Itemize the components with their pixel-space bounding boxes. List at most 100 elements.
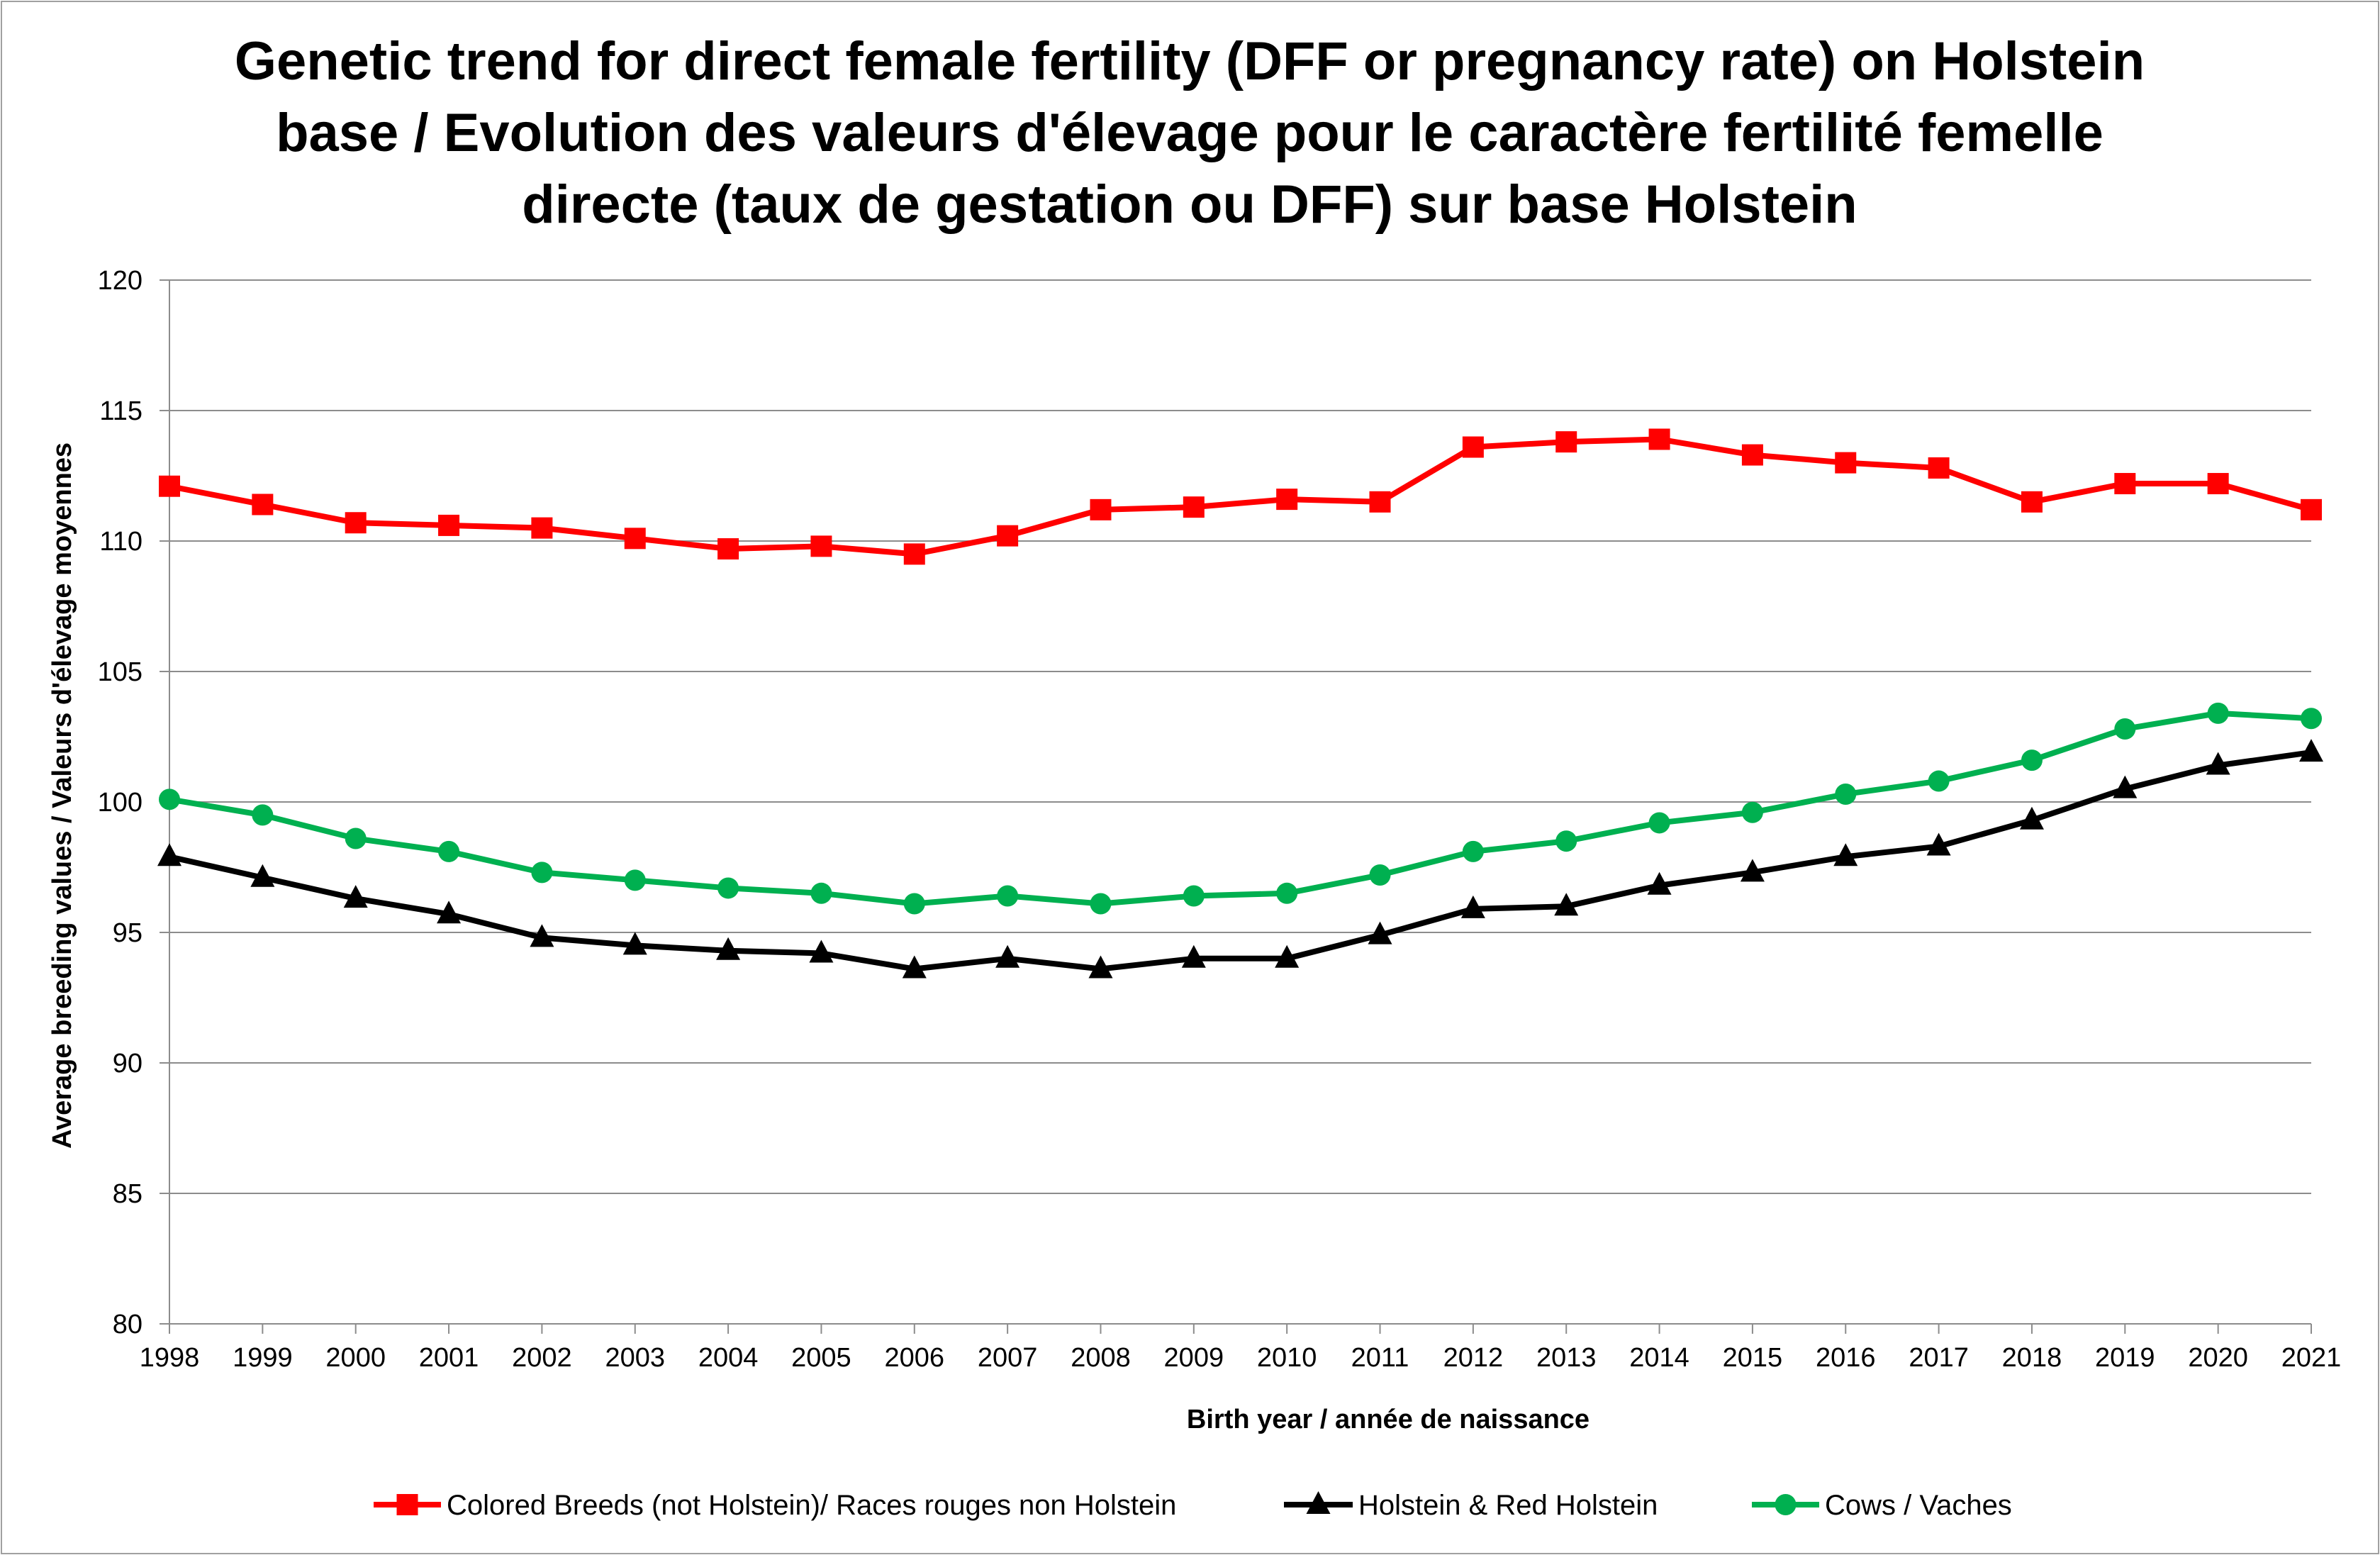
data-point-square <box>810 535 832 557</box>
data-point-circle <box>903 893 925 915</box>
legend: Colored Breeds (not Holstein)/ Races rou… <box>374 1490 2012 1521</box>
data-point-triangle <box>995 944 1020 968</box>
data-point-square <box>531 517 553 539</box>
x-tick-label: 1999 <box>233 1343 293 1373</box>
data-point-square <box>1183 496 1205 518</box>
data-point-square <box>1369 491 1391 513</box>
data-point-circle <box>2021 749 2043 771</box>
data-point-triangle <box>157 843 181 866</box>
data-point-triangle <box>1088 955 1113 979</box>
data-point-square <box>438 514 460 536</box>
x-tick-label: 2018 <box>2002 1343 2062 1373</box>
data-point-square <box>2207 473 2229 495</box>
legend-entry-3: Cows / Vaches <box>1752 1490 2012 1521</box>
x-tick-label: 2012 <box>1443 1343 1504 1373</box>
data-point-triangle <box>343 885 368 908</box>
data-point-triangle <box>250 864 275 887</box>
data-point-circle <box>1276 882 1298 904</box>
x-tick-label: 2016 <box>1816 1343 1876 1373</box>
y-tick-label: 80 <box>113 1310 143 1339</box>
y-tick-label: 120 <box>98 266 143 296</box>
data-point-square <box>903 543 925 565</box>
data-point-triangle <box>2299 739 2323 762</box>
data-point-triangle <box>1647 871 1672 895</box>
series-lines <box>157 428 2323 979</box>
data-point-triangle <box>1181 944 1206 968</box>
legend-entry-2: Holstein & Red Holstein <box>1284 1490 1658 1521</box>
data-point-circle <box>1928 770 1950 792</box>
x-tick-label: 2002 <box>512 1343 572 1373</box>
data-point-circle <box>345 827 367 849</box>
chart-title-line-1: Genetic trend for direct female fertilit… <box>235 31 2145 91</box>
x-tick-label: 2004 <box>698 1343 759 1373</box>
data-point-triangle <box>2019 806 2044 830</box>
data-point-square <box>252 494 274 515</box>
data-point-square <box>717 538 739 560</box>
data-point-circle <box>2301 708 2322 730</box>
data-point-circle <box>1183 885 1205 907</box>
data-point-triangle <box>437 901 462 924</box>
x-tick-label: 2006 <box>885 1343 945 1373</box>
data-point-triangle <box>2206 752 2230 775</box>
data-point-circle <box>531 862 553 884</box>
series-line <box>169 436 2313 557</box>
data-point-circle <box>1462 840 1484 862</box>
data-point-circle <box>438 840 460 862</box>
data-point-square <box>1090 498 1112 520</box>
data-point-square <box>1648 428 1670 450</box>
x-tick-label: 2011 <box>1351 1343 1409 1373</box>
data-point-triangle <box>716 937 741 960</box>
data-point-circle <box>624 869 646 891</box>
data-point-circle <box>2207 702 2229 724</box>
x-tick-label: 2008 <box>1071 1343 1131 1373</box>
x-tick-label: 2005 <box>791 1343 851 1373</box>
data-point-circle <box>1369 864 1391 886</box>
data-point-triangle <box>1460 895 1485 918</box>
y-tick-label: 95 <box>113 918 143 948</box>
data-point-triangle <box>1833 843 1858 866</box>
data-point-circle <box>1555 830 1577 852</box>
x-tick-label: 2001 <box>419 1343 479 1373</box>
data-point-square <box>1555 431 1577 453</box>
x-tick-label: 2007 <box>978 1343 1038 1373</box>
data-point-square <box>1835 452 1857 474</box>
data-point-triangle <box>2113 775 2138 798</box>
series-2 <box>157 739 2323 979</box>
data-point-square <box>1741 444 1763 466</box>
x-axis-title: Birth year / année de naissance <box>1187 1405 1590 1434</box>
x-tick-label: 1998 <box>140 1343 200 1373</box>
data-point-circle <box>997 885 1019 907</box>
data-point-circle <box>1090 893 1112 915</box>
series-1 <box>159 428 2322 565</box>
x-tick-label: 2021 <box>2281 1343 2342 1373</box>
x-tick-label: 2009 <box>1164 1343 1224 1373</box>
gridlines <box>169 279 2311 1194</box>
y-tick-label: 100 <box>98 788 143 818</box>
data-point-circle <box>159 788 180 810</box>
data-point-square <box>1276 489 1298 511</box>
data-point-square <box>624 528 646 550</box>
legend-label: Cows / Vaches <box>1825 1490 2012 1521</box>
data-point-circle <box>810 882 832 904</box>
x-tick-label: 2013 <box>1536 1343 1597 1373</box>
x-tick-label: 2014 <box>1629 1343 1689 1373</box>
series-line <box>169 710 2312 907</box>
x-tick-label: 2003 <box>605 1343 665 1373</box>
data-point-square <box>1928 457 1950 479</box>
data-point-triangle <box>902 955 927 979</box>
data-point-triangle <box>1368 921 1392 944</box>
x-tick-label: 2015 <box>1723 1343 1783 1373</box>
y-tick-label: 105 <box>98 657 143 687</box>
chart-title-line-2: base / Evolution des valeurs d'élevage p… <box>276 103 2104 163</box>
data-point-circle <box>717 877 739 899</box>
data-point-triangle <box>622 932 647 955</box>
y-tick-label: 110 <box>99 527 143 557</box>
legend-marker <box>1306 1491 1331 1514</box>
data-point-square <box>2021 491 2043 513</box>
data-point-triangle <box>1740 859 1765 882</box>
tick-labels: 80 85 90 95 100 105 110 115 120 1998 1999 2000 2001 2… <box>98 266 2342 1373</box>
x-tick-label: 2010 <box>1257 1343 1317 1373</box>
series-line <box>169 749 2312 972</box>
